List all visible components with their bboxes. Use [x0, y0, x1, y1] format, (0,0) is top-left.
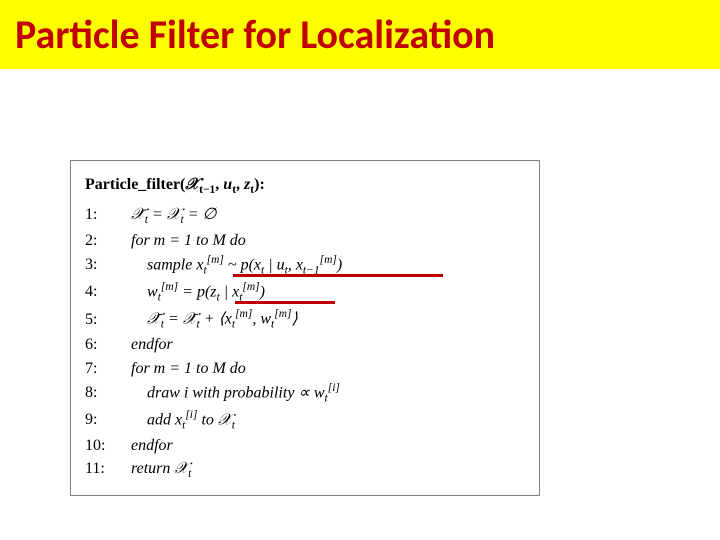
line-num: 1: — [85, 203, 115, 226]
line-num: 7: — [85, 357, 115, 380]
line-body: endfor — [115, 434, 525, 457]
algo-line-9: 9: add xt[i] to 𝒳t — [85, 407, 525, 434]
algorithm-box: Particle_filter(𝒳t−1, ut, zt): 1: 𝒳̄t = … — [70, 160, 540, 496]
line-num: 4: — [85, 280, 115, 303]
line-body: return 𝒳t — [115, 457, 525, 483]
line-num: 8: — [85, 381, 115, 404]
line-num: 3: — [85, 253, 115, 276]
algo-line-5: 5: 𝒳̄t = 𝒳̄t + ⟨xt[m], wt[m]⟩ — [85, 306, 525, 333]
line-num: 2: — [85, 229, 115, 252]
algo-line-6: 6: endfor — [85, 333, 525, 356]
algo-line-4: 4: wt[m] = p(zt | xt[m]) — [85, 279, 525, 306]
line-body: for m = 1 to M do — [115, 357, 525, 380]
line-num: 10: — [85, 434, 115, 457]
line-num: 9: — [85, 408, 115, 431]
line-num: 5: — [85, 308, 115, 331]
algo-line-7: 7: for m = 1 to M do — [85, 357, 525, 380]
slide-title-bar: Particle Filter for Localization — [0, 0, 720, 69]
line-body: for m = 1 to M do — [115, 229, 525, 252]
underline-line3 — [233, 274, 443, 277]
line-body: 𝒳̄t = 𝒳t = ∅ — [115, 203, 525, 229]
algo-line-8: 8: draw i with probability ∝ wt[i] — [85, 380, 525, 407]
line-body: 𝒳̄t = 𝒳̄t + ⟨xt[m], wt[m]⟩ — [115, 306, 525, 333]
algo-line-1: 1: 𝒳̄t = 𝒳t = ∅ — [85, 203, 525, 229]
line-num: 6: — [85, 333, 115, 356]
underline-line4 — [235, 301, 335, 304]
algo-line-3: 3: sample xt[m] ~ p(xt | ut, xt−1[m]) — [85, 252, 525, 279]
line-body: endfor — [115, 333, 525, 356]
line-body: add xt[i] to 𝒳t — [115, 407, 525, 434]
algo-line-2: 2: for m = 1 to M do — [85, 229, 525, 252]
algorithm-header: Particle_filter(𝒳t−1, ut, zt): — [85, 173, 525, 199]
slide-title: Particle Filter for Localization — [15, 10, 705, 59]
line-num: 11: — [85, 457, 115, 480]
line-body: draw i with probability ∝ wt[i] — [115, 380, 525, 407]
algo-line-11: 11: return 𝒳t — [85, 457, 525, 483]
algo-line-10: 10: endfor — [85, 434, 525, 457]
